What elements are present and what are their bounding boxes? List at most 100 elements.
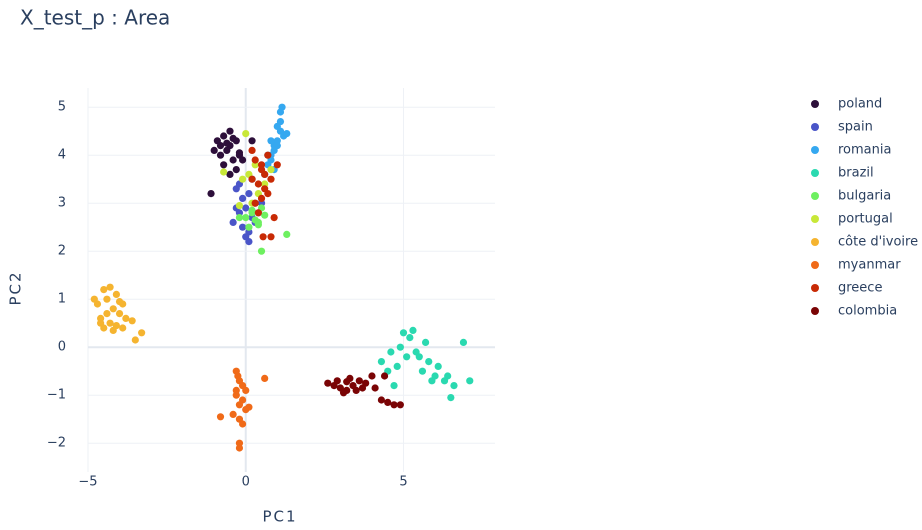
point — [264, 151, 272, 159]
point — [245, 403, 253, 411]
y-tick-label: 3 — [58, 196, 66, 211]
legend-marker[interactable] — [811, 238, 819, 246]
point — [418, 367, 427, 375]
point — [440, 377, 449, 385]
point — [245, 223, 253, 231]
legend-marker[interactable] — [811, 215, 819, 223]
point — [238, 223, 247, 231]
point — [238, 156, 247, 164]
point — [267, 166, 275, 174]
legend-label[interactable]: romania — [838, 143, 891, 158]
point — [396, 401, 404, 409]
point — [425, 358, 433, 366]
point — [238, 175, 247, 183]
point — [223, 139, 231, 147]
x-axis-title: PC1 — [262, 508, 297, 526]
legend-marker[interactable] — [811, 192, 819, 200]
legend-label[interactable]: myanmar — [838, 258, 901, 273]
point — [254, 221, 262, 229]
point — [97, 319, 105, 327]
point — [390, 401, 398, 409]
point — [257, 247, 266, 255]
legend-label[interactable]: greece — [838, 281, 882, 296]
legend-marker[interactable] — [811, 100, 819, 108]
point — [251, 156, 259, 164]
point — [459, 338, 468, 346]
y-tick-label: 5 — [58, 100, 66, 115]
point — [128, 317, 136, 325]
point — [259, 233, 267, 241]
point — [409, 326, 417, 334]
y-tick-label: 4 — [58, 148, 66, 163]
x-tick-label: 5 — [399, 475, 407, 490]
point — [235, 149, 244, 157]
legend-label[interactable]: brazil — [838, 166, 874, 181]
point — [283, 230, 291, 238]
point — [390, 382, 398, 390]
point — [339, 389, 348, 397]
legend-label[interactable]: portugal — [838, 212, 893, 227]
point — [283, 130, 291, 138]
legend-label[interactable]: bulgaria — [838, 189, 891, 204]
legend-marker[interactable] — [811, 261, 819, 269]
point — [270, 214, 278, 222]
point — [412, 348, 420, 356]
x-tick-label: −5 — [78, 475, 97, 490]
point — [106, 283, 114, 291]
point — [131, 336, 139, 344]
point — [371, 384, 379, 392]
point — [226, 127, 234, 135]
legend: poland spain romania brazil bulgaria portugal… — [811, 97, 918, 319]
point — [220, 168, 228, 176]
point — [207, 190, 215, 198]
point — [324, 379, 332, 387]
point — [248, 206, 256, 214]
point — [119, 324, 127, 332]
point — [261, 374, 269, 382]
point — [254, 180, 262, 188]
point — [235, 444, 244, 452]
point — [384, 398, 392, 406]
point — [278, 103, 286, 111]
point — [109, 326, 117, 334]
point — [406, 334, 414, 342]
point — [428, 377, 436, 385]
point — [235, 202, 244, 210]
point — [100, 286, 108, 294]
legend-marker[interactable] — [811, 123, 819, 131]
legend-marker[interactable] — [811, 307, 819, 315]
point — [109, 305, 117, 313]
point — [229, 410, 237, 418]
point — [216, 142, 225, 150]
point — [466, 377, 474, 385]
y-axis-title: PC2 — [7, 270, 25, 305]
points — [90, 103, 474, 452]
point — [273, 142, 281, 150]
point — [261, 211, 269, 219]
point — [115, 310, 124, 318]
legend-label[interactable]: poland — [838, 97, 882, 112]
point — [238, 194, 247, 202]
point — [352, 386, 360, 394]
point — [103, 295, 111, 303]
point — [103, 310, 111, 318]
legend-marker[interactable] — [811, 169, 819, 177]
point — [220, 161, 228, 169]
point — [106, 319, 114, 327]
point — [232, 386, 240, 394]
point — [90, 295, 98, 303]
legend-label[interactable]: colombia — [838, 304, 897, 319]
point — [377, 396, 386, 404]
legend-label[interactable]: spain — [838, 120, 873, 135]
point — [276, 118, 285, 126]
point — [248, 146, 256, 154]
legend-label[interactable]: côte d'ivoire — [838, 235, 918, 250]
point — [248, 175, 256, 183]
y-tick-label: −2 — [47, 436, 66, 451]
point — [264, 190, 272, 198]
legend-marker[interactable] — [811, 146, 819, 154]
legend-marker[interactable] — [811, 284, 819, 292]
point — [343, 378, 351, 386]
grid: −5 0 5 −2 −1 0 1 2 3 4 5 — [47, 88, 495, 490]
